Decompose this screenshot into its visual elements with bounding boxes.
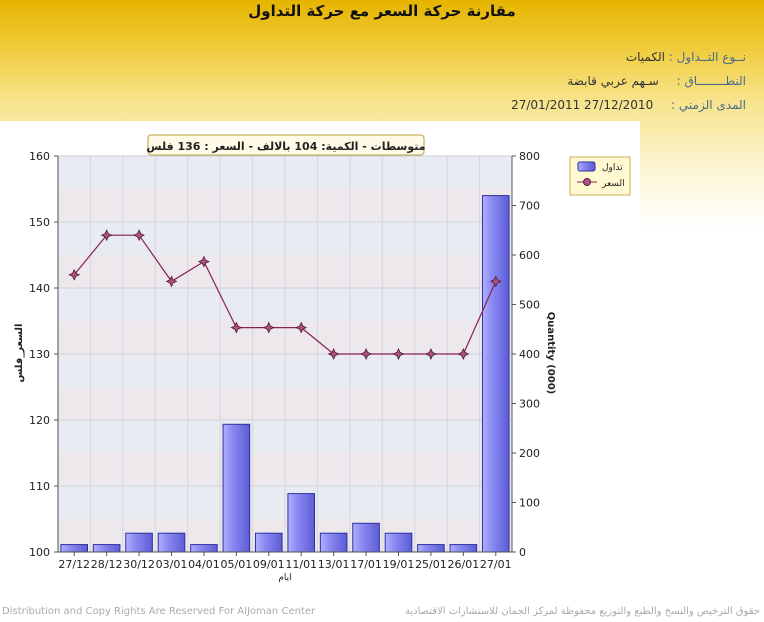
right-tick-label: 700 [519, 200, 540, 213]
legend-bar-label: تداول [602, 163, 623, 173]
bar-17/01 [352, 522, 380, 553]
bar-27/12 [60, 544, 89, 553]
x-tick-label: 19/01 [383, 558, 415, 571]
price-point-09/01 [262, 321, 275, 334]
price-point-04/01 [197, 255, 210, 268]
price-point-05/01 [230, 321, 243, 334]
right-tick-label: 800 [519, 150, 540, 163]
x-tick-label: 30/12 [123, 558, 155, 571]
footer-copyright-en: Distribution and Copy Rights Are Reserve… [2, 606, 316, 617]
x-tick-label: 05/01 [221, 558, 253, 571]
scope-row: النطــــــــاق : سـهم عربي قابضة [567, 74, 746, 88]
bar-27/01 [481, 195, 510, 553]
price-point-17/01 [360, 348, 373, 360]
price-point-28/12 [100, 229, 113, 242]
right-tick-label: 200 [519, 447, 540, 460]
price-point-13/01 [327, 348, 340, 360]
x-tick-label: 09/01 [253, 558, 285, 571]
bar-09/01 [254, 532, 283, 553]
period-label: المدى الزمني : [671, 98, 746, 112]
price-point-25/01 [424, 348, 437, 360]
left-tick-label: 100 [29, 546, 50, 559]
right-tick-label: 600 [519, 249, 540, 262]
bar-26/01 [449, 544, 478, 553]
left-axis-label: السعر_فلس [14, 324, 25, 383]
left-tick-label: 130 [29, 348, 50, 361]
left-tick-label: 160 [29, 150, 50, 163]
left-tick-label: 120 [29, 414, 50, 427]
left-tick-label: 110 [29, 480, 50, 493]
chart-panel: 100 110 120 130 140 150 160 0 100 200 300 400 500 600… [0, 121, 640, 599]
price-line [68, 229, 502, 360]
legend-line-label: السعر [601, 179, 625, 189]
chart-title-box: متوسطات - الكمية: 104 بالالف - السعر : 1… [146, 134, 426, 156]
trade-type-label: نــوع التــداول : [668, 50, 746, 64]
x-tick-label: 27/12 [58, 558, 90, 571]
legend-line-marker [583, 178, 591, 186]
price-volume-chart: 100 110 120 130 140 150 160 0 100 200 300 400 500 600… [14, 134, 631, 583]
scope-label: النطــــــــاق : [676, 74, 746, 88]
legend-bar-swatch [577, 161, 596, 172]
right-tick-label: 500 [519, 299, 540, 312]
legend: تداول السعر [569, 156, 631, 196]
bar-19/01 [384, 532, 413, 553]
bar-05/01 [222, 423, 251, 553]
x-tick-label: 17/01 [350, 558, 382, 571]
left-tick-label: 140 [29, 282, 50, 295]
chart-title: متوسطات - الكمية: 104 بالالف - السعر : 1… [146, 140, 425, 153]
bar-04/01 [190, 544, 218, 553]
x-tick-label: 03/01 [156, 558, 188, 571]
left-tick-label: 150 [29, 216, 50, 229]
right-tick-label: 300 [519, 398, 540, 411]
period-value: 27/01/2011 27/12/2010 [511, 98, 654, 112]
bar-28/12 [92, 544, 121, 553]
right-tick-label: 0 [519, 546, 526, 559]
bar-03/01 [157, 532, 186, 553]
right-axis-label: Quantity (000) [545, 312, 556, 395]
x-tick-label: 25/01 [415, 558, 447, 571]
bar-11/01 [287, 493, 316, 553]
x-tick-label: 04/01 [188, 558, 220, 571]
axes: 100 110 120 130 140 150 160 0 100 200 300 400 500 600… [29, 150, 540, 571]
quantity-bars [60, 195, 510, 553]
trade-type-row: نــوع التــداول : الكميات [626, 50, 746, 64]
price-point-30/12 [133, 229, 146, 242]
scope-value: سـهم عربي قابضة [567, 74, 659, 88]
right-tick-label: 400 [519, 348, 540, 361]
bar-25/01 [417, 544, 445, 553]
price-point-27/01 [489, 275, 502, 288]
price-point-27/12 [68, 268, 81, 281]
x-tick-label: 13/01 [318, 558, 350, 571]
right-tick-label: 100 [519, 497, 540, 510]
x-tick-label: 26/01 [448, 558, 480, 571]
period-row: المدى الزمني : 27/01/2011 27/12/2010 [511, 98, 746, 112]
bar-30/12 [125, 532, 153, 553]
bar-13/01 [319, 532, 348, 553]
x-tick-label: 28/12 [91, 558, 123, 571]
price-point-19/01 [392, 348, 405, 360]
price-point-26/01 [457, 348, 470, 360]
x-axis-label: ايام [278, 573, 291, 583]
price-point-03/01 [165, 275, 178, 288]
footer-copyright-ar: حقوق الترخيص والنسخ والطبع والتوزيع محفو… [404, 606, 760, 617]
x-tick-label: 11/01 [285, 558, 317, 571]
price-point-11/01 [295, 321, 308, 334]
page-title: مقارنة حركة السعر مع حركة التداول [248, 2, 516, 20]
trade-type-value: الكميات [625, 50, 665, 64]
x-tick-label: 27/01 [480, 558, 512, 571]
